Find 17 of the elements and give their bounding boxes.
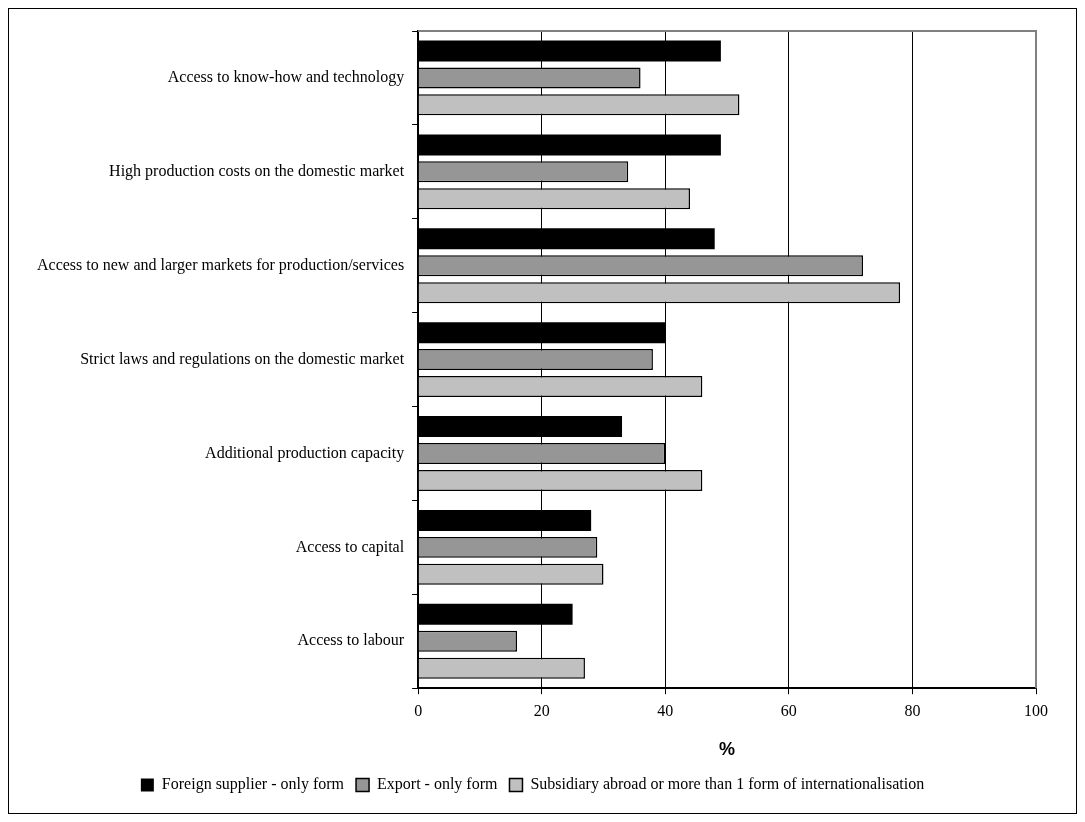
x-tick-label: 40 — [657, 702, 674, 719]
x-axis-title: % — [719, 739, 736, 760]
x-tick-label: 0 — [414, 702, 423, 719]
legend-label: Subsidiary abroad or more than 1 form of internationalisation — [530, 775, 925, 794]
y-tick-label: High production costs on the domestic market — [109, 162, 405, 181]
y-tick-label: Access to new and larger markets for production/services — [36, 255, 405, 274]
x-tick-label: 100 — [1024, 702, 1048, 719]
y-tick-label: Additional production capacity — [205, 443, 405, 462]
y-tick-label: Access to labour — [297, 631, 405, 649]
x-tick-label: 20 — [533, 702, 550, 719]
y-tick-label: Access to capital — [295, 537, 405, 556]
x-tick-label: 60 — [780, 702, 797, 719]
y-tick-label: Access to know-how and technology — [167, 68, 405, 87]
legend-label: Export - only form — [377, 775, 499, 794]
x-tick-label: 80 — [904, 702, 921, 719]
legend-label: Foreign supplier - only form — [161, 775, 345, 794]
y-tick-label: Strict laws and regulations on the domestic market — [80, 349, 405, 368]
